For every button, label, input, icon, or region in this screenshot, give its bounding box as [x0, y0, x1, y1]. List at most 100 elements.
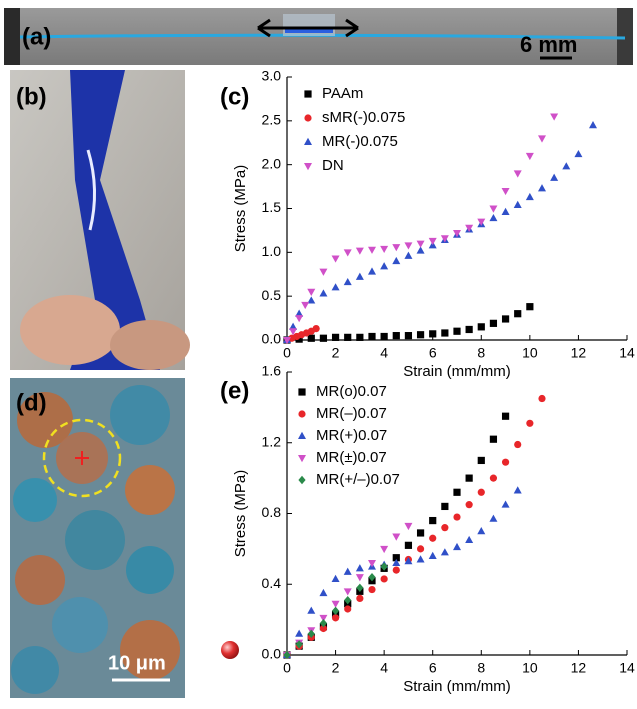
marker: [393, 332, 400, 339]
marker: [465, 536, 473, 543]
marker: [453, 328, 460, 335]
marker: [429, 535, 436, 542]
y-tick-label: 1.6: [262, 363, 282, 379]
marker: [477, 219, 485, 226]
legend-label: MR(-)0.075: [322, 133, 398, 150]
marker: [453, 543, 461, 550]
marker: [404, 242, 412, 249]
legend-label: MR(+/–)0.07: [316, 471, 400, 488]
marker: [489, 206, 497, 213]
marker: [538, 135, 546, 142]
x-tick-label: 4: [380, 345, 388, 361]
marker: [295, 630, 303, 637]
marker: [308, 335, 315, 342]
marker: [381, 333, 388, 340]
y-tick-label: 2.0: [262, 155, 282, 171]
marker: [441, 524, 448, 531]
y-axis-label: Stress (MPa): [232, 165, 249, 253]
legend-marker: [298, 388, 305, 395]
x-tick-label: 10: [522, 345, 538, 361]
marker: [477, 527, 485, 534]
marker: [490, 475, 497, 482]
x-tick-label: 8: [477, 660, 485, 676]
x-tick-label: 12: [571, 660, 587, 676]
x-tick-label: 14: [619, 660, 635, 676]
marker: [319, 289, 327, 296]
marker: [356, 564, 364, 571]
marker: [550, 174, 558, 181]
marker: [526, 420, 533, 427]
marker: [429, 517, 436, 524]
marker: [453, 513, 460, 520]
marker: [313, 325, 320, 332]
legend-label: DN: [322, 157, 344, 174]
marker: [514, 441, 521, 448]
panel-label: (b): [16, 83, 47, 110]
x-tick-label: 4: [380, 660, 388, 676]
marker: [368, 333, 375, 340]
legend-label: MR(+)0.07: [316, 427, 387, 444]
marker: [562, 162, 570, 169]
marker: [392, 533, 400, 540]
marker: [295, 315, 303, 322]
x-tick-label: 6: [429, 345, 437, 361]
marker: [429, 238, 437, 245]
marker: [332, 614, 339, 621]
marker: [356, 595, 363, 602]
marker: [344, 249, 352, 256]
panel-label: (c): [220, 83, 249, 110]
marker: [466, 326, 473, 333]
x-tick-label: 12: [571, 345, 587, 361]
marker: [538, 184, 546, 191]
marker: [538, 395, 545, 402]
legend-marker: [298, 410, 305, 417]
x-tick-label: 0: [283, 345, 291, 361]
marker: [368, 586, 375, 593]
legend-label: sMR(-)0.075: [322, 109, 405, 126]
marker: [502, 188, 510, 195]
marker: [478, 323, 485, 330]
marker: [526, 193, 534, 200]
marker: [441, 329, 448, 336]
marker: [319, 269, 327, 276]
legend-label: MR(–)0.07: [316, 405, 387, 422]
marker: [417, 241, 425, 248]
marker: [478, 489, 485, 496]
panel-label: (a): [22, 23, 51, 50]
photo-d: [10, 378, 185, 698]
marker: [550, 113, 558, 120]
marker: [344, 334, 351, 341]
marker: [514, 310, 521, 317]
marker: [301, 302, 309, 309]
marker: [380, 546, 388, 553]
marker: [380, 246, 388, 253]
marker: [368, 560, 376, 567]
marker: [356, 334, 363, 341]
marker: [417, 529, 424, 536]
marker: [574, 150, 582, 157]
marker: [332, 575, 340, 582]
marker: [526, 303, 533, 310]
marker: [392, 244, 400, 251]
y-tick-label: 1.2: [262, 433, 282, 449]
photo-b: [10, 70, 190, 370]
marker: [514, 486, 522, 493]
marker: [429, 552, 437, 559]
marker: [478, 457, 485, 464]
marker: [332, 334, 339, 341]
marker: [417, 331, 424, 338]
y-tick-label: 2.5: [262, 112, 282, 128]
y-tick-label: 0.8: [262, 504, 282, 520]
marker: [502, 459, 509, 466]
marker: [441, 548, 449, 555]
x-tick-label: 14: [619, 345, 635, 361]
y-tick-label: 3.0: [262, 68, 282, 84]
y-tick-label: 0.4: [262, 575, 282, 591]
marker: [307, 607, 315, 614]
marker: [453, 489, 460, 496]
marker: [404, 252, 412, 259]
marker: [429, 330, 436, 337]
marker: [502, 413, 509, 420]
marker: [417, 555, 425, 562]
marker: [489, 214, 497, 221]
